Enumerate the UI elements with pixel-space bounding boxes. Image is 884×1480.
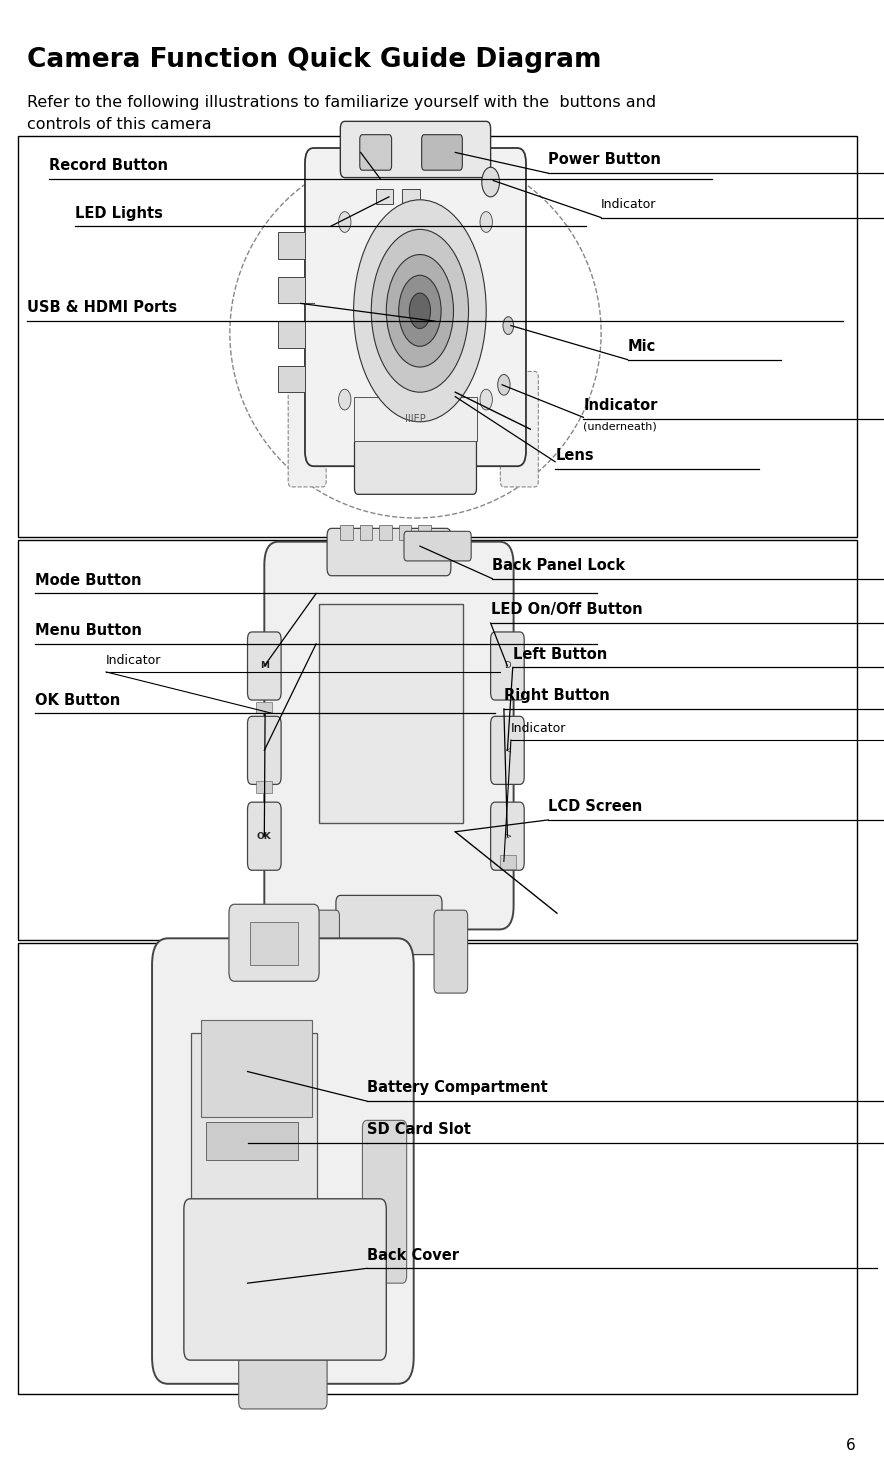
FancyBboxPatch shape <box>306 910 339 993</box>
FancyBboxPatch shape <box>500 371 538 487</box>
FancyBboxPatch shape <box>491 802 524 870</box>
Text: Power Button: Power Button <box>548 152 661 167</box>
FancyBboxPatch shape <box>360 135 392 170</box>
Text: 6: 6 <box>846 1439 856 1453</box>
FancyBboxPatch shape <box>305 148 526 466</box>
FancyBboxPatch shape <box>362 1120 407 1283</box>
Bar <box>418 525 431 540</box>
FancyBboxPatch shape <box>229 904 319 981</box>
Text: Indicator: Indicator <box>511 722 567 734</box>
Text: Menu Button: Menu Button <box>35 623 142 638</box>
Circle shape <box>354 200 486 422</box>
Circle shape <box>339 389 351 410</box>
Circle shape <box>480 212 492 232</box>
Text: SD Card Slot: SD Card Slot <box>367 1122 471 1137</box>
Text: Back Panel Lock: Back Panel Lock <box>492 558 626 573</box>
FancyBboxPatch shape <box>278 366 305 392</box>
Text: Indicator: Indicator <box>106 654 162 666</box>
Circle shape <box>371 229 469 392</box>
FancyBboxPatch shape <box>491 716 524 784</box>
FancyBboxPatch shape <box>206 1122 298 1160</box>
FancyBboxPatch shape <box>327 528 451 576</box>
FancyBboxPatch shape <box>336 895 442 955</box>
Circle shape <box>339 212 351 232</box>
Text: IIIEP: IIIEP <box>405 414 426 423</box>
Circle shape <box>399 275 441 346</box>
Bar <box>500 855 516 869</box>
Text: Record Button: Record Button <box>49 158 168 173</box>
FancyBboxPatch shape <box>434 910 468 993</box>
FancyBboxPatch shape <box>248 716 281 784</box>
Circle shape <box>386 255 453 367</box>
Text: Indicator: Indicator <box>601 198 657 210</box>
Text: USB & HDMI Ports: USB & HDMI Ports <box>27 300 177 315</box>
Text: Lens: Lens <box>555 448 594 463</box>
FancyBboxPatch shape <box>404 531 471 561</box>
Circle shape <box>409 293 431 329</box>
Circle shape <box>503 317 514 334</box>
Bar <box>340 525 353 540</box>
Text: M: M <box>260 662 269 670</box>
Bar <box>360 525 372 540</box>
FancyBboxPatch shape <box>422 135 462 170</box>
Text: LED On/Off Button: LED On/Off Button <box>491 602 643 617</box>
FancyBboxPatch shape <box>278 321 305 348</box>
FancyBboxPatch shape <box>354 397 477 441</box>
FancyBboxPatch shape <box>288 371 326 487</box>
Text: >: > <box>504 832 511 841</box>
Bar <box>18 943 857 1394</box>
Circle shape <box>480 389 492 410</box>
FancyBboxPatch shape <box>250 922 298 965</box>
FancyBboxPatch shape <box>319 604 463 823</box>
Text: LCD Screen: LCD Screen <box>548 799 643 814</box>
Circle shape <box>498 374 510 395</box>
Text: Back Cover: Back Cover <box>367 1248 459 1262</box>
FancyBboxPatch shape <box>184 1199 386 1360</box>
Bar <box>256 781 272 793</box>
Text: Indicator: Indicator <box>583 398 658 413</box>
Text: Right Button: Right Button <box>504 688 610 703</box>
Text: Mic: Mic <box>628 339 656 354</box>
FancyBboxPatch shape <box>278 232 305 259</box>
Text: (underneath): (underneath) <box>583 422 657 431</box>
Text: OK Button: OK Button <box>35 693 120 707</box>
FancyBboxPatch shape <box>340 121 491 178</box>
Bar <box>18 540 857 940</box>
Text: D: D <box>504 662 511 670</box>
FancyBboxPatch shape <box>239 1335 327 1409</box>
FancyBboxPatch shape <box>376 189 393 204</box>
Text: Refer to the following illustrations to familiarize yourself with the  buttons a: Refer to the following illustrations to … <box>27 95 656 132</box>
Bar <box>379 525 392 540</box>
Text: Mode Button: Mode Button <box>35 573 141 588</box>
FancyBboxPatch shape <box>248 802 281 870</box>
FancyBboxPatch shape <box>201 1020 312 1117</box>
Text: Battery Compartment: Battery Compartment <box>367 1080 547 1095</box>
FancyBboxPatch shape <box>491 632 524 700</box>
FancyBboxPatch shape <box>191 1033 317 1267</box>
FancyBboxPatch shape <box>354 438 476 494</box>
Bar <box>18 136 857 537</box>
FancyBboxPatch shape <box>248 632 281 700</box>
Text: Left Button: Left Button <box>513 647 607 662</box>
Text: <: < <box>504 746 511 755</box>
FancyBboxPatch shape <box>152 938 414 1384</box>
Text: Camera Function Quick Guide Diagram: Camera Function Quick Guide Diagram <box>27 47 601 74</box>
FancyBboxPatch shape <box>402 189 420 204</box>
FancyBboxPatch shape <box>264 542 514 929</box>
Text: LED Lights: LED Lights <box>75 206 163 221</box>
FancyBboxPatch shape <box>278 277 305 303</box>
Bar <box>256 702 272 713</box>
Circle shape <box>482 167 499 197</box>
Text: OK: OK <box>257 832 271 841</box>
Bar <box>399 525 411 540</box>
